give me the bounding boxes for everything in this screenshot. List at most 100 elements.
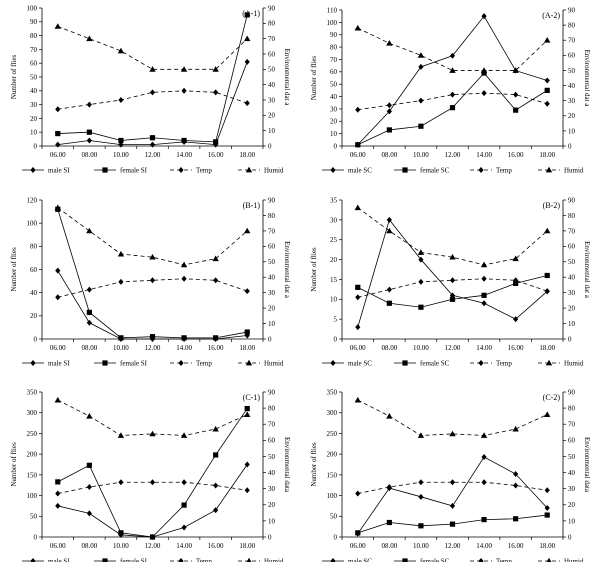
data-point: [449, 296, 456, 302]
right-tick-label: 80: [268, 212, 276, 220]
left-axis-title: Number of flies: [310, 247, 318, 292]
panel-label: (C-2): [543, 393, 561, 402]
x-tick-label: 18.00: [539, 542, 555, 550]
data-point: [55, 130, 61, 137]
right-tick-label: 50: [268, 66, 276, 74]
data-point: [149, 253, 156, 260]
legend-label: Temp: [196, 167, 212, 175]
data-point: [354, 204, 361, 211]
x-tick-label: 10.00: [413, 344, 429, 352]
left-tick-label: 150: [327, 471, 338, 479]
data-point: [481, 454, 487, 461]
x-tick-label: 10.00: [113, 542, 129, 550]
data-point: [55, 479, 61, 485]
data-point: [213, 452, 219, 458]
data-point: [418, 304, 424, 310]
data-point: [86, 309, 92, 315]
series-line-humid: [57, 399, 248, 436]
left-tick-label: 20: [30, 115, 38, 123]
data-point: [354, 24, 361, 31]
x-tick-label: 06.00: [350, 151, 366, 159]
data-point: [117, 250, 125, 257]
right-tick-label: 80: [568, 405, 576, 413]
data-point: [417, 52, 425, 58]
right-tick-label: 20: [268, 112, 276, 120]
legend-marker: [402, 360, 408, 366]
x-tick-label: 12.00: [445, 344, 461, 352]
right-tick-label: 20: [568, 501, 576, 509]
x-tick-label: 08.00: [81, 151, 97, 159]
right-tick-label: 60: [268, 437, 276, 445]
data-point: [544, 512, 550, 518]
right-tick-label: 50: [568, 453, 576, 461]
data-point: [480, 67, 488, 73]
legend-label: Humid: [564, 167, 584, 175]
right-tick-label: 90: [268, 388, 276, 396]
left-tick-label: 350: [327, 388, 338, 396]
data-point: [513, 471, 519, 478]
data-point: [544, 272, 550, 279]
left-tick-label: 150: [27, 471, 38, 479]
data-point: [149, 430, 156, 437]
data-point: [449, 91, 456, 98]
data-point: [244, 12, 250, 18]
data-point: [355, 294, 361, 301]
left-axis-title: Number of flies: [310, 56, 318, 101]
legend-label: male SI: [48, 558, 70, 562]
data-point: [449, 277, 456, 284]
left-axis-title: Number of flies: [10, 55, 18, 100]
panel-label: (B-1): [243, 201, 261, 210]
left-tick-label: 0: [334, 533, 338, 541]
right-tick-label: 0: [568, 335, 572, 343]
x-tick-label: 14.00: [476, 542, 492, 550]
data-point: [244, 411, 251, 417]
legend-marker: [245, 166, 253, 173]
left-tick-label: 100: [27, 4, 38, 12]
x-tick-label: 14.00: [176, 344, 192, 352]
left-tick-label: 80: [30, 243, 38, 251]
data-point: [55, 502, 61, 509]
data-point: [118, 137, 124, 144]
right-tick-label: 60: [268, 50, 276, 58]
data-point: [181, 275, 187, 282]
legend-marker: [478, 558, 484, 562]
left-tick-label: 10: [330, 130, 338, 138]
x-tick-label: 16.00: [508, 542, 524, 550]
data-point: [118, 479, 124, 486]
data-point: [544, 288, 550, 295]
x-tick-label: 06.00: [50, 542, 66, 550]
data-point: [355, 142, 361, 148]
data-point: [449, 105, 456, 111]
legend-label: female SC: [420, 360, 450, 368]
left-tick-label: 250: [327, 430, 338, 438]
data-point: [449, 521, 456, 527]
right-tick-label: 60: [568, 243, 576, 251]
right-axis-title: Environmental dat a: [283, 241, 291, 299]
right-tick-label: 20: [568, 305, 576, 313]
legend-label: Temp: [196, 558, 212, 562]
left-tick-label: 100: [27, 220, 38, 228]
legend-label: male SC: [348, 167, 372, 175]
right-tick-label: 30: [268, 485, 276, 493]
data-point: [149, 534, 156, 540]
left-tick-label: 100: [327, 492, 338, 500]
data-point: [513, 277, 519, 284]
data-point: [55, 106, 61, 113]
right-tick-label: 50: [568, 67, 576, 75]
data-point: [55, 294, 61, 301]
data-point: [449, 502, 456, 509]
legend-label: male SI: [48, 167, 70, 175]
data-point: [213, 89, 219, 96]
data-point: [386, 519, 392, 526]
data-point: [181, 87, 187, 94]
right-axis-title: Environmental dat a: [583, 50, 591, 108]
left-tick-label: 30: [330, 216, 338, 224]
x-tick-label: 12.00: [445, 542, 461, 550]
data-point: [386, 127, 392, 133]
legend-marker: [478, 360, 484, 366]
data-point: [513, 280, 519, 286]
data-point: [544, 505, 550, 511]
legend-marker: [102, 558, 108, 562]
legend-label: female SC: [420, 558, 450, 562]
legend-marker: [546, 557, 552, 562]
